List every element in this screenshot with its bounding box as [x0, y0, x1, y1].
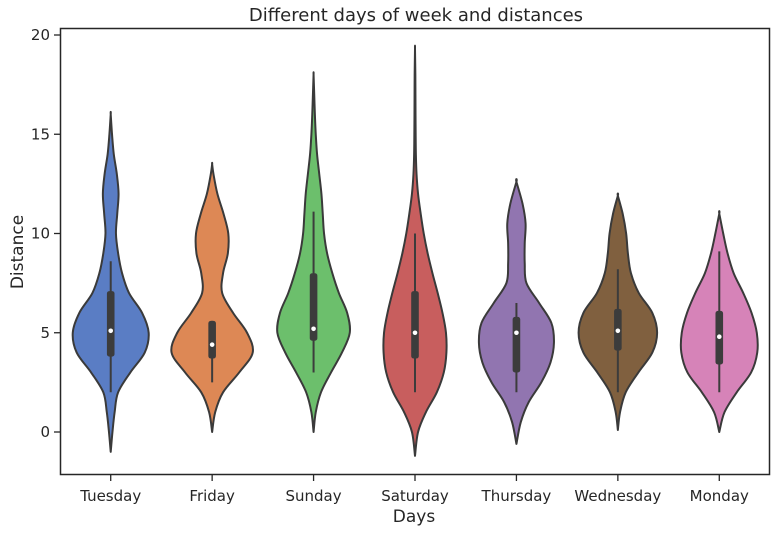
median-point: [311, 326, 316, 332]
iqr-box: [512, 316, 521, 373]
x-tick-label: Tuesday: [79, 487, 141, 505]
y-tick-label: 0: [40, 423, 50, 441]
median-point: [716, 334, 722, 340]
x-tick-label: Sunday: [286, 487, 342, 505]
violin-group: [71, 44, 759, 457]
y-tick-label: 15: [31, 125, 50, 143]
median-point: [412, 330, 418, 336]
y-tick-label: 10: [31, 225, 50, 243]
x-axis: Tuesday Friday Sunday Saturday Thursday Wedne…: [79, 475, 749, 505]
median-point: [615, 328, 621, 334]
x-tick-label: Wednesday: [574, 487, 661, 505]
iqr-box: [208, 320, 216, 359]
iqr-box: [309, 273, 318, 341]
x-tick-label: Friday: [189, 487, 235, 505]
chart-title: Different days of week and distances: [249, 5, 583, 26]
x-axis-label: Days: [393, 507, 436, 527]
y-tick-label: 20: [31, 26, 50, 44]
median-point: [108, 328, 114, 334]
y-axis: 0 5 10 15 20: [31, 26, 60, 441]
violin-friday: [170, 161, 254, 433]
x-tick-label: Saturday: [381, 487, 449, 505]
iqr-box: [411, 291, 419, 359]
x-tick-label: Monday: [690, 487, 749, 505]
plot-frame: [59, 27, 771, 476]
y-axis-label: Distance: [8, 215, 28, 289]
median-point: [514, 330, 519, 336]
y-tick-label: 5: [40, 324, 50, 342]
iqr-box: [106, 291, 115, 357]
median-point: [209, 342, 215, 347]
x-tick-label: Thursday: [481, 487, 552, 505]
